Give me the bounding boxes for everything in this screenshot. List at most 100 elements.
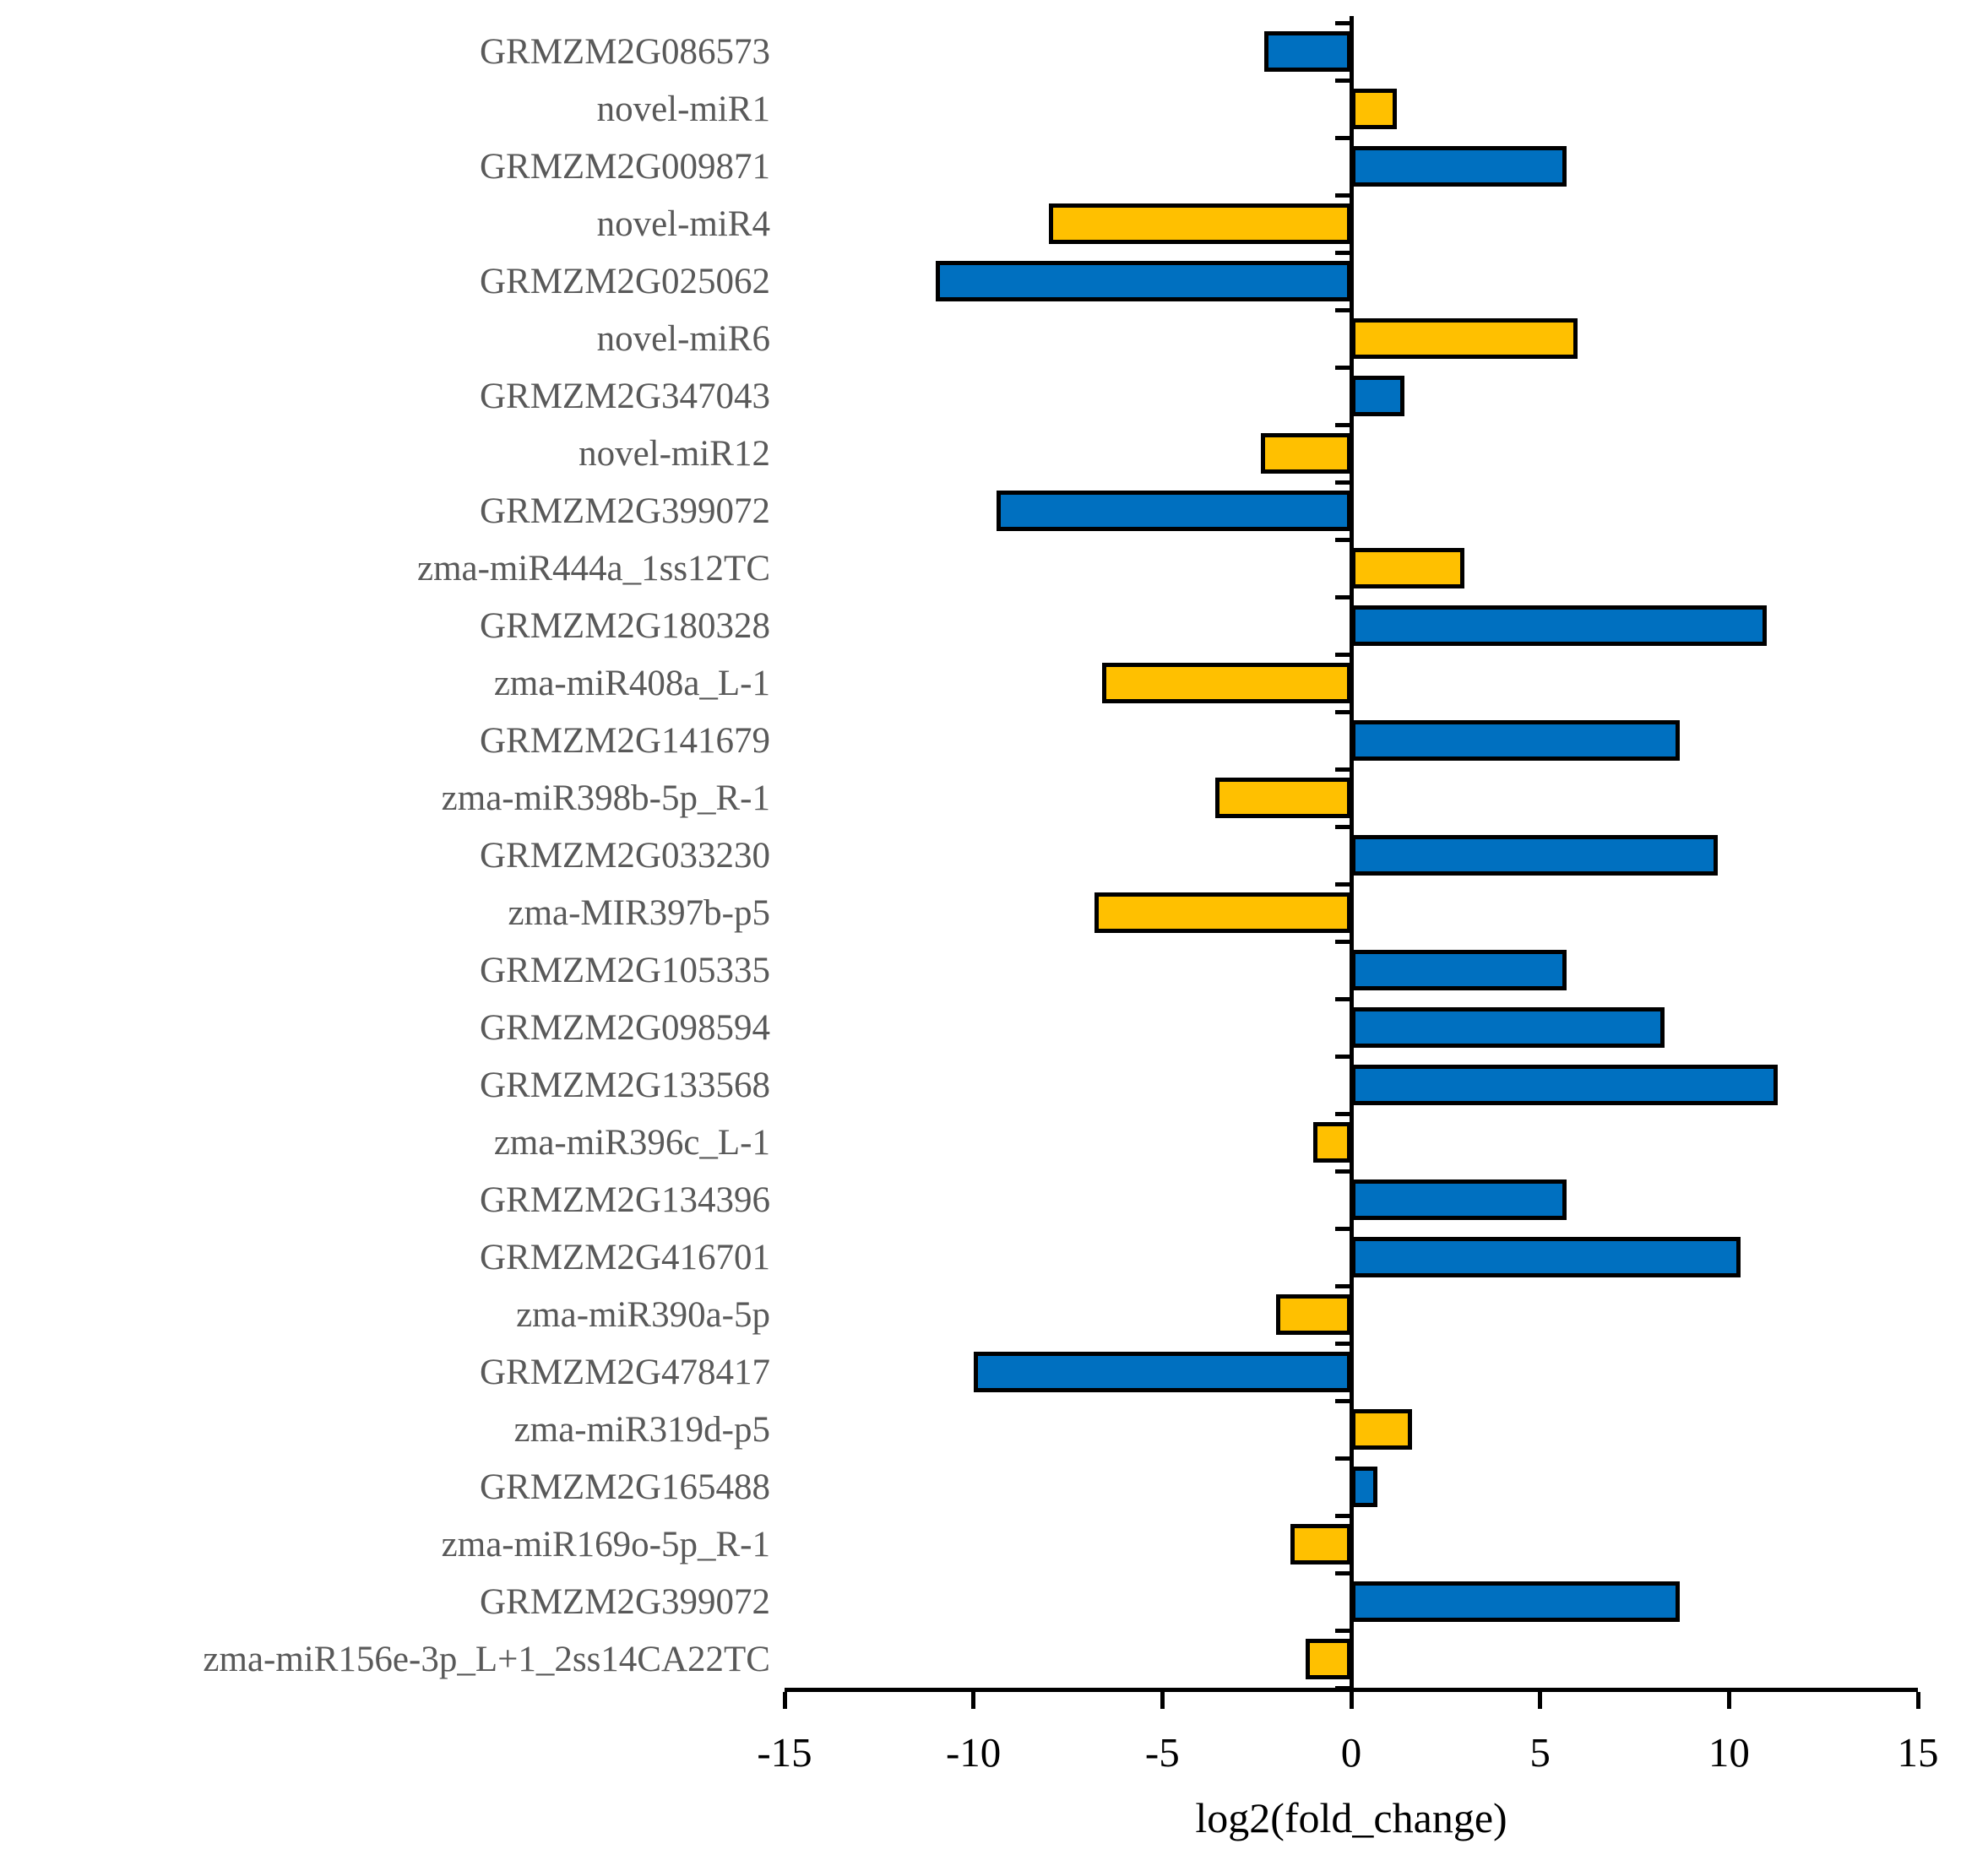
bar-gene — [1351, 1179, 1567, 1220]
x-tick-label: -15 — [757, 1729, 812, 1776]
category-tick — [1334, 1513, 1350, 1518]
bar-mirna — [1094, 892, 1351, 933]
bar-gene — [1351, 720, 1681, 761]
category-label: novel-miR1 — [596, 89, 770, 129]
bar-gene — [1351, 1581, 1681, 1622]
category-tick — [1334, 1283, 1350, 1288]
category-label: GRMZM2G134396 — [479, 1179, 770, 1220]
category-label: zma-miR408a_L-1 — [493, 663, 770, 703]
x-tick-label: 15 — [1897, 1729, 1939, 1776]
category-label: GRMZM2G105335 — [479, 950, 770, 990]
category-label: GRMZM2G009871 — [479, 146, 770, 187]
x-axis-tick — [971, 1692, 976, 1709]
bar-mirna — [1290, 1524, 1351, 1564]
category-tick — [1334, 1111, 1350, 1116]
bar-mirna — [1101, 663, 1351, 703]
x-axis-tick — [1538, 1692, 1543, 1709]
bar-gene — [1351, 835, 1718, 876]
bar-gene — [996, 491, 1351, 531]
category-label: zma-miR398b-5p_R-1 — [441, 778, 770, 818]
bar-gene — [1351, 146, 1567, 187]
category-label: GRMZM2G141679 — [479, 720, 770, 761]
category-tick — [1334, 1570, 1350, 1575]
bar-mirna — [1306, 1639, 1351, 1679]
category-tick — [1334, 709, 1350, 714]
bar-gene — [973, 1352, 1351, 1392]
bar-mirna — [1049, 203, 1351, 244]
category-tick — [1334, 1169, 1350, 1174]
bar-gene — [1351, 605, 1768, 646]
category-tick — [1334, 1341, 1350, 1346]
category-label: GRMZM2G033230 — [479, 835, 770, 876]
category-label: GRMZM2G086573 — [479, 31, 770, 72]
category-tick — [1334, 652, 1350, 657]
category-tick — [1334, 78, 1350, 83]
category-tick — [1334, 1456, 1350, 1461]
x-axis-tick — [1160, 1692, 1165, 1709]
category-tick — [1334, 1628, 1350, 1633]
category-tick — [1334, 480, 1350, 485]
x-axis-tick — [1726, 1692, 1731, 1709]
category-label: zma-miR444a_1ss12TC — [416, 548, 770, 588]
category-tick — [1334, 996, 1350, 1001]
bar-mirna — [1214, 778, 1351, 818]
bar-mirna — [1275, 1294, 1351, 1335]
category-tick — [1334, 193, 1350, 198]
bar-gene — [1351, 1237, 1741, 1277]
category-tick — [1334, 135, 1350, 140]
bar-gene — [1351, 1467, 1378, 1507]
bar-mirna — [1313, 1122, 1351, 1163]
category-tick — [1334, 767, 1350, 772]
category-tick — [1334, 250, 1350, 255]
category-tick — [1334, 1226, 1350, 1231]
category-label: GRMZM2G399072 — [479, 1581, 770, 1622]
bar-gene — [1264, 31, 1351, 72]
bar-gene — [1351, 1065, 1779, 1105]
bar-mirna — [1351, 89, 1397, 129]
category-label: GRMZM2G180328 — [479, 605, 770, 646]
x-tick-label: -5 — [1144, 1729, 1180, 1776]
category-tick — [1334, 307, 1350, 312]
category-label: zma-miR319d-p5 — [513, 1409, 770, 1450]
bar-mirna — [1351, 1409, 1412, 1450]
category-label: GRMZM2G416701 — [479, 1237, 770, 1277]
category-tick — [1334, 537, 1350, 542]
category-label: zma-miR390a-5p — [516, 1294, 770, 1335]
category-tick — [1334, 939, 1350, 944]
bar-mirna — [1351, 318, 1578, 359]
bar-mirna — [1351, 548, 1465, 588]
category-label: GRMZM2G165488 — [479, 1467, 770, 1507]
category-tick — [1334, 20, 1350, 25]
category-label: zma-miR156e-3p_L+1_2ss14CA22TC — [203, 1639, 770, 1679]
category-tick — [1334, 422, 1350, 427]
x-axis-line — [785, 1688, 1918, 1692]
category-label: GRMZM2G098594 — [479, 1007, 770, 1048]
category-tick — [1334, 1054, 1350, 1059]
category-tick — [1334, 824, 1350, 829]
category-label: novel-miR12 — [578, 433, 770, 474]
bar-gene — [935, 261, 1351, 301]
category-label: GRMZM2G478417 — [479, 1352, 770, 1392]
category-label: GRMZM2G025062 — [479, 261, 770, 301]
bar-mirna — [1260, 433, 1351, 474]
x-axis-title: log2(fold_change) — [1195, 1794, 1507, 1841]
category-label: novel-miR4 — [596, 203, 770, 244]
bar-gene — [1351, 1007, 1665, 1048]
x-tick-label: -10 — [945, 1729, 1002, 1776]
zero-axis-line — [1349, 16, 1354, 1688]
category-label: zma-miR396c_L-1 — [493, 1122, 770, 1163]
category-label: GRMZM2G347043 — [479, 376, 770, 416]
category-label: zma-miR169o-5p_R-1 — [441, 1524, 770, 1564]
x-tick-label: 5 — [1529, 1729, 1551, 1776]
category-label: GRMZM2G399072 — [479, 491, 770, 531]
bar-gene — [1351, 376, 1404, 416]
category-tick — [1334, 365, 1350, 370]
x-tick-label: 10 — [1708, 1729, 1750, 1776]
category-label: novel-miR6 — [596, 318, 770, 359]
category-label: GRMZM2G133568 — [479, 1065, 770, 1105]
x-axis-tick — [782, 1692, 787, 1709]
category-tick — [1334, 1398, 1350, 1403]
x-tick-label: 0 — [1340, 1729, 1362, 1776]
